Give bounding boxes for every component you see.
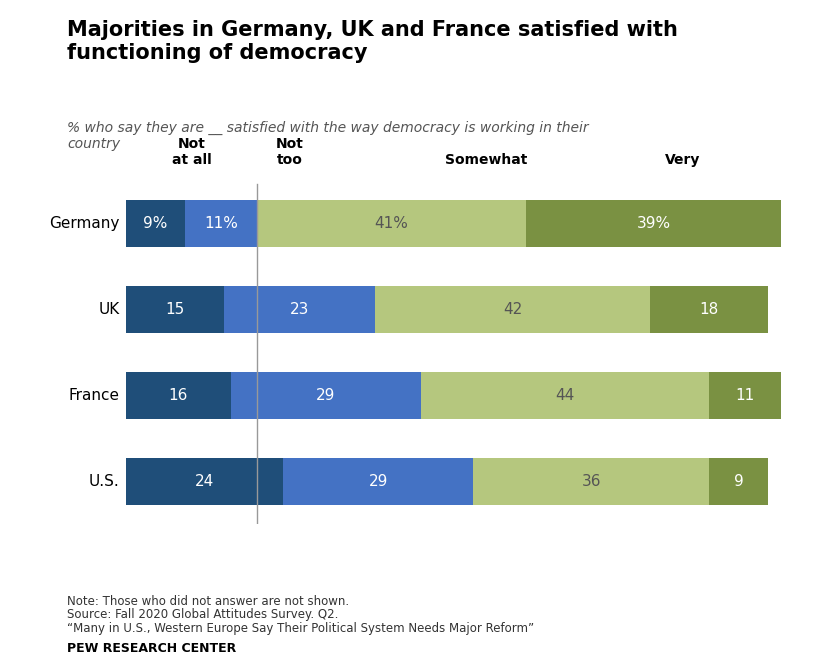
Bar [526,200,781,247]
Text: UK: UK [98,302,119,317]
Text: Germany: Germany [49,216,119,230]
Bar [473,458,709,505]
Bar [709,372,781,419]
Text: 16: 16 [169,388,188,403]
Bar [231,372,421,419]
Bar [126,286,224,333]
Text: 39%: 39% [637,216,670,230]
Text: Not
too: Not too [276,137,304,167]
Text: Very: Very [665,153,701,167]
Bar [421,372,709,419]
Text: Note: Those who did not answer are not shown.: Note: Those who did not answer are not s… [67,595,349,607]
Bar [650,286,768,333]
Text: Source: Fall 2020 Global Attitudes Survey. Q2.: Source: Fall 2020 Global Attitudes Surve… [67,608,339,621]
Text: 24: 24 [195,474,214,489]
Text: 15: 15 [165,302,185,317]
Bar [126,200,185,247]
Bar [375,286,650,333]
Bar [224,286,375,333]
Text: 29: 29 [316,388,335,403]
Bar [126,372,231,419]
Text: 29: 29 [369,474,388,489]
Bar [185,200,257,247]
Text: % who say they are __ satisfied with the way democracy is working in their
count: % who say they are __ satisfied with the… [67,121,589,151]
Text: 36: 36 [581,474,601,489]
Text: 18: 18 [700,302,719,317]
Text: 9: 9 [733,474,743,489]
Bar [126,458,283,505]
Text: Not
at all: Not at all [171,137,212,167]
Bar [283,458,473,505]
Text: 23: 23 [290,302,309,317]
Text: 9%: 9% [144,216,168,230]
Text: 11%: 11% [204,216,238,230]
Text: PEW RESEARCH CENTER: PEW RESEARCH CENTER [67,642,236,655]
Text: U.S.: U.S. [89,474,119,489]
Text: 42: 42 [503,302,522,317]
Text: Somewhat: Somewhat [445,153,528,167]
Text: 41%: 41% [375,216,408,230]
Bar [257,200,526,247]
Text: France: France [68,388,119,403]
Text: “Many in U.S., Western Europe Say Their Political System Needs Major Reform”: “Many in U.S., Western Europe Say Their … [67,622,534,634]
Bar [709,458,768,505]
Text: 11: 11 [736,388,755,403]
Text: 44: 44 [555,388,575,403]
Text: Majorities in Germany, UK and France satisfied with
functioning of democracy: Majorities in Germany, UK and France sat… [67,20,678,63]
